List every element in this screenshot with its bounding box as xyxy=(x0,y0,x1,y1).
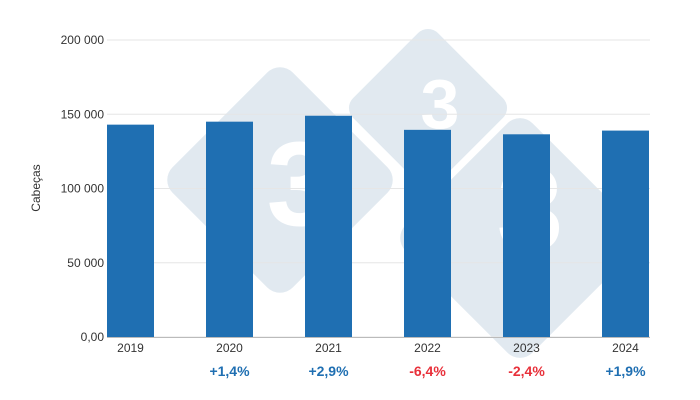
x-tick-label: 2022 xyxy=(414,341,441,355)
bar-2022 xyxy=(404,129,451,337)
bar-2023 xyxy=(503,134,550,337)
change-label-2022: -6,4% xyxy=(409,363,446,379)
y-axis-title: Cabeças xyxy=(29,164,43,211)
y-tick-label: 50 000 xyxy=(67,256,104,270)
x-tick-label: 2024 xyxy=(612,341,639,355)
change-labels: +1,4% +2,9% -6,4% -2,4% +1,9% xyxy=(209,363,646,379)
y-tick-label: 100 000 xyxy=(61,182,105,196)
bars xyxy=(107,115,649,338)
x-tick-label: 2021 xyxy=(315,341,342,355)
bar-2020 xyxy=(206,121,253,337)
y-tick-label: 200 000 xyxy=(61,33,105,47)
x-axis: 2019 2020 2021 2022 2023 2024 xyxy=(107,337,650,355)
change-label-2024: +1,9% xyxy=(605,363,646,379)
change-label-2020: +1,4% xyxy=(209,363,250,379)
x-tick-label: 2019 xyxy=(117,341,144,355)
bar-2024 xyxy=(602,130,649,337)
x-tick-label: 2020 xyxy=(216,341,243,355)
change-label-2023: -2,4% xyxy=(508,363,545,379)
x-tick-label: 2023 xyxy=(513,341,540,355)
change-label-2021: +2,9% xyxy=(308,363,349,379)
bar-2021 xyxy=(305,115,352,337)
y-tick-label: 150 000 xyxy=(61,107,105,121)
y-tick-label: 0,00 xyxy=(81,330,105,344)
bar-2019 xyxy=(107,124,154,338)
y-axis: 0,00 50 000 100 000 150 000 200 000 xyxy=(61,33,105,344)
